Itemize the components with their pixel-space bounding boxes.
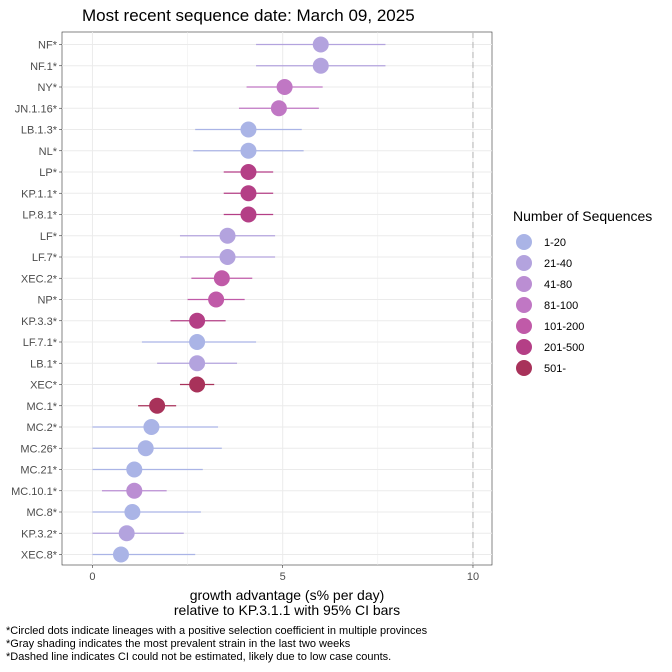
y-tick-label: LB.1*	[30, 358, 58, 370]
y-tick-label: JN.1.16*	[15, 103, 58, 115]
legend-label: 501-	[544, 363, 566, 375]
data-point	[126, 461, 143, 478]
legend-label: 21-40	[544, 258, 572, 270]
y-tick-label: NF*	[38, 40, 58, 52]
y-tick-label: NL*	[39, 146, 58, 158]
legend-label: 81-100	[544, 300, 578, 312]
x-tick-label: 5	[280, 571, 286, 583]
legend-swatch	[516, 318, 532, 334]
legend-label: 41-80	[544, 279, 572, 291]
y-tick-label: LF.7*	[32, 252, 58, 264]
y-tick-label: LB.1.3*	[21, 125, 58, 137]
y-tick-label: NP*	[37, 295, 57, 307]
data-point	[189, 312, 206, 329]
data-point	[118, 525, 135, 542]
data-point	[189, 376, 206, 393]
legend-label: 1-20	[544, 237, 566, 249]
y-tick-label: MC.10.1*	[11, 486, 58, 498]
data-point	[189, 334, 206, 350]
footnote-gray-shading: *Gray shading indicates the most prevale…	[6, 638, 351, 650]
y-tick-label: MC.1*	[26, 401, 57, 413]
legend-label: 101-200	[544, 321, 584, 333]
data-point	[270, 100, 287, 117]
data-point	[240, 185, 257, 202]
legend-swatch	[516, 360, 532, 376]
footnotes: *Circled dots indicate lineages with a p…	[6, 625, 427, 664]
y-tick-label: KP.1.1*	[21, 188, 58, 200]
chart-title: Most recent sequence date: March 09, 202…	[82, 6, 415, 25]
y-tick-label: MC.2*	[26, 422, 57, 434]
legend-swatch	[516, 234, 532, 250]
data-point	[149, 397, 166, 414]
y-tick-label: MC.26*	[20, 443, 57, 455]
y-tick-label: MC.8*	[26, 507, 57, 519]
data-point	[137, 440, 154, 457]
x-tick-label: 0	[89, 571, 95, 583]
data-point	[240, 142, 257, 159]
y-tick-label: KP.3.2*	[21, 528, 58, 540]
data-point	[240, 164, 257, 180]
y-tick-label: MC.21*	[20, 465, 57, 477]
data-point	[219, 249, 236, 265]
data-point	[126, 482, 143, 499]
x-tick-label: 10	[467, 571, 479, 583]
y-axis-ticks: NF* NF.1* NY* JN.1.16* LB.1.3* NL* LP* KP.1.1* L…	[11, 40, 62, 562]
y-tick-label: NF.1*	[30, 61, 58, 73]
chart: Most recent sequence date: March 09, 202…	[11, 6, 652, 618]
legend-title: Number of Sequences	[513, 208, 652, 224]
data-marks	[92, 36, 386, 563]
data-point	[276, 79, 293, 95]
data-point	[213, 270, 230, 287]
data-point	[143, 419, 160, 435]
y-tick-label: LF.7.1*	[23, 337, 58, 349]
legend-label: 201-500	[544, 342, 584, 354]
data-point	[312, 36, 329, 53]
data-point	[208, 291, 225, 308]
data-point	[240, 121, 257, 138]
x-axis-ticks: 0 5 10	[89, 565, 479, 583]
y-tick-label: LF*	[40, 231, 58, 243]
data-point	[312, 57, 329, 74]
data-point	[240, 206, 257, 223]
legend-swatch	[516, 276, 532, 292]
y-tick-label: XEC.8*	[21, 550, 58, 562]
data-point	[189, 355, 206, 372]
x-axis-label-line1: growth advantage (s% per day)	[190, 587, 385, 603]
data-point	[124, 504, 141, 520]
y-tick-label: LP.8.1*	[22, 210, 57, 222]
y-tick-label: XEC.2*	[21, 273, 58, 285]
y-tick-label: NY*	[37, 82, 57, 94]
data-point	[219, 227, 236, 244]
footnote-dashed-line: *Dashed line indicates CI could not be e…	[6, 651, 392, 663]
y-tick-label: XEC*	[30, 380, 58, 392]
legend-swatch	[516, 297, 532, 313]
footnote-circled-dots: *Circled dots indicate lineages with a p…	[6, 625, 428, 637]
legend-swatch	[516, 255, 532, 271]
y-tick-label: KP.3.3*	[21, 316, 58, 328]
x-axis-label-line2: relative to KP.3.1.1 with 95% CI bars	[174, 602, 400, 618]
legend: Number of Sequences 1-20 21-40 41-80 81-100…	[513, 208, 652, 376]
data-point	[112, 546, 129, 563]
y-tick-label: LP*	[39, 167, 57, 179]
legend-swatch	[516, 339, 532, 355]
